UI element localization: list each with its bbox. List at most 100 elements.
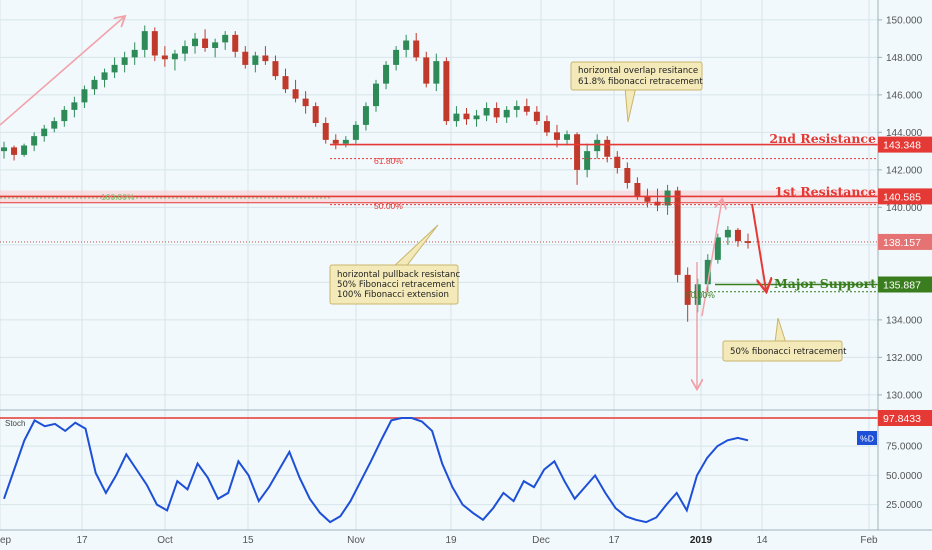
badge-current-price[interactable]: 138.157 [878, 233, 932, 250]
candle-body [161, 55, 168, 60]
candle-body [222, 34, 229, 43]
price-tick-label: 134.000 [886, 315, 923, 326]
candle [232, 31, 239, 58]
candle [262, 46, 269, 65]
candle-body [362, 106, 369, 125]
candle-body [684, 274, 691, 305]
candle-body [252, 55, 259, 65]
candle-body [212, 42, 219, 48]
candle-body [584, 151, 591, 170]
price-tick-label: 140.000 [886, 203, 923, 214]
candle-body [594, 139, 601, 152]
candle-body [503, 109, 510, 118]
candle [684, 267, 691, 322]
candle [453, 106, 460, 127]
callout-line: 61.8% fibonacci retracement [578, 77, 703, 87]
candle [272, 55, 279, 80]
price-tick-label: 146.000 [886, 90, 923, 101]
candle-body [513, 106, 520, 110]
callout-pullback-resistance[interactable]: horizontal pullback resistanc 50% Fibona… [329, 224, 460, 305]
badge-resistance-2[interactable]: 143.348 [878, 136, 932, 153]
price-axis-badges: 143.348 140.585 138.157 135.887 97.8433 [878, 136, 932, 426]
candle [714, 233, 721, 264]
callout-line: 50% fibonacci retracement [730, 347, 847, 357]
candle [734, 228, 741, 247]
candle [192, 33, 199, 54]
candle [423, 51, 430, 88]
badge-current-price-box [878, 233, 932, 250]
trend-arrow-up [0, 17, 124, 126]
badge-current-price-text: 138.157 [883, 237, 921, 249]
badge-resistance-1-text: 140.585 [883, 191, 921, 203]
candle [302, 91, 309, 114]
candle-body [393, 49, 400, 65]
candle [513, 100, 520, 118]
badge-stoch-top-text: 97.8433 [883, 413, 921, 425]
candle [222, 31, 229, 50]
time-tick-label: 19 [445, 535, 457, 546]
time-axis-ticks: ep 17 Oct 15 Nov 19 Dec 17 2019 14 Feb [0, 535, 878, 546]
candle-body [61, 109, 68, 122]
candle-body [483, 108, 490, 116]
candle-body [141, 31, 148, 50]
candle-body [202, 38, 209, 48]
candle [624, 162, 631, 189]
callout-fib-retracement[interactable]: 50% fibonacci retracement [722, 317, 847, 362]
time-tick-label: 15 [242, 535, 254, 546]
candle [362, 102, 369, 131]
candle-body [443, 61, 450, 122]
candle [61, 106, 68, 127]
candle-body [31, 136, 38, 146]
candle [41, 124, 48, 142]
stoch-tick-label: 50.0000 [886, 471, 923, 482]
candle [91, 76, 98, 95]
callout-overlap-resistance[interactable]: horizontal overlap resitance 61.8% fibon… [570, 61, 703, 123]
badge-stoch-top[interactable]: 97.8433 [878, 410, 932, 426]
price-tick-label: 130.000 [886, 390, 923, 401]
time-tick-label: Oct [157, 535, 173, 546]
candle [604, 136, 611, 163]
candle-body [523, 106, 530, 112]
stoch-grid [0, 417, 878, 506]
stoch-series-badge[interactable]: %D [857, 431, 877, 445]
expected-move-arrow [751, 203, 766, 290]
candle [383, 61, 390, 90]
candle-body [111, 64, 118, 73]
candle-body [704, 259, 711, 285]
badge-resistance-2-text: 143.348 [883, 140, 921, 152]
candle [242, 46, 249, 69]
candle [373, 79, 379, 112]
candle [81, 85, 88, 108]
callout-line: horizontal overlap resitance [578, 66, 698, 76]
candle [483, 102, 490, 122]
candle [21, 143, 28, 157]
price-tick-label: 132.000 [886, 353, 923, 364]
candle-body [493, 108, 500, 118]
badge-resistance-1[interactable]: 140.585 [878, 188, 932, 205]
candle [212, 38, 219, 58]
candle [131, 42, 138, 65]
price-tick-label: 144.000 [886, 128, 923, 139]
candle-body [21, 145, 28, 155]
candle-body [71, 102, 78, 110]
candle-body [131, 49, 138, 58]
candle [292, 79, 299, 103]
candlestick-series [1, 25, 751, 322]
callout-line: 50% Fibonacci retracement [337, 280, 455, 290]
badge-stoch-top-box [878, 410, 932, 426]
candle-body [553, 132, 560, 140]
candle-body [624, 168, 631, 183]
candle [161, 46, 168, 67]
candle [282, 68, 289, 93]
candle-body [81, 89, 88, 103]
candle-body [352, 124, 359, 140]
candle-body [101, 72, 108, 80]
candle-body [332, 139, 339, 144]
fib-61-8-label: 61.80% [374, 156, 403, 166]
candle-body [282, 76, 289, 90]
badge-support[interactable]: 135.887 [878, 276, 932, 293]
candle [11, 145, 18, 161]
candle-body [533, 111, 540, 122]
candle-body [242, 51, 249, 65]
